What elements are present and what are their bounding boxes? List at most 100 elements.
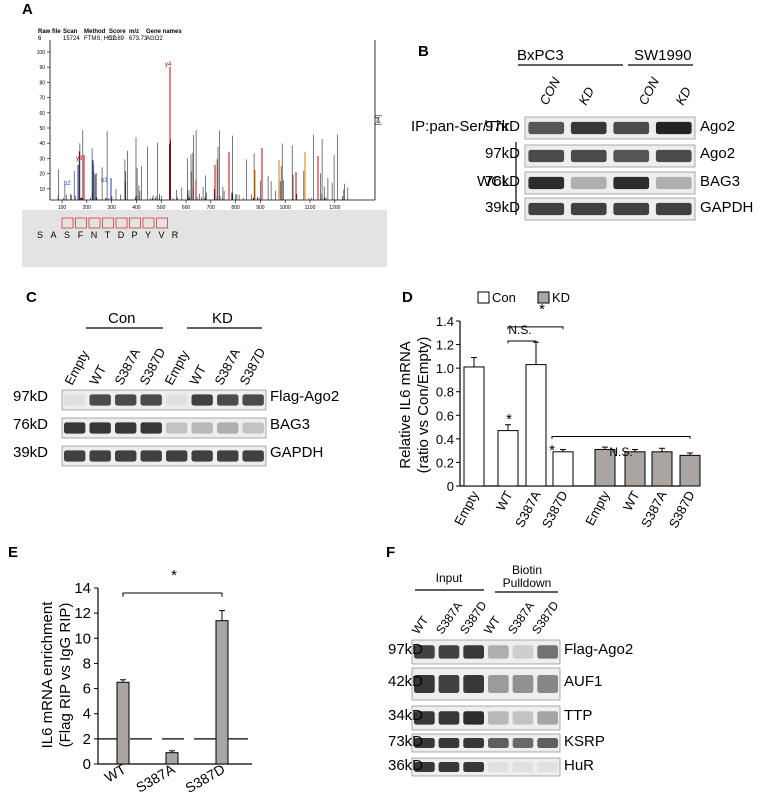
spectrum-y-tick: 80 <box>39 80 45 86</box>
blot-band <box>89 422 111 434</box>
chart-d-star-s387d: * <box>549 442 555 459</box>
blot-c-3 <box>61 445 267 467</box>
panel-c-label: C <box>26 289 37 306</box>
header-value-mz: 673.73 <box>129 36 148 42</box>
blot-band <box>242 450 264 462</box>
peptide-sequence-box <box>22 210 387 267</box>
blot-band <box>166 422 188 434</box>
lane-c: WT <box>86 362 109 387</box>
blots-b <box>524 116 696 221</box>
peptide-residue: Y <box>145 230 151 240</box>
blot-band <box>512 737 534 749</box>
spectrum-y-tick: 60 <box>39 111 45 117</box>
blot-band <box>438 737 460 749</box>
chart-e-ytick: 10 <box>74 630 91 647</box>
panel-f-label: F <box>386 544 395 561</box>
ion-label-y4: y4 <box>165 62 172 68</box>
chart-d-xtick: WT <box>620 488 643 513</box>
header-value-method: FTMS; HCD <box>84 36 117 42</box>
blot-band <box>528 202 565 216</box>
mw-f-1: 97kD <box>388 641 423 658</box>
blot-band <box>537 737 558 749</box>
spectrum-y-tick: 20 <box>39 172 45 178</box>
blot-f-3 <box>411 705 561 731</box>
mw-f-3: 34kD <box>388 707 423 724</box>
blot-band <box>463 645 484 659</box>
chart-e-bar <box>215 620 229 765</box>
blot-band <box>217 450 239 462</box>
blot-band <box>191 450 213 462</box>
chart-e-ytick: 6 <box>83 681 91 698</box>
protein-c-2: BAG3 <box>270 416 310 433</box>
header-label-score: Score <box>109 29 126 35</box>
blot-band <box>528 149 565 163</box>
header-value-score: 52.89 <box>109 36 125 42</box>
protein-f-3: TTP <box>564 707 592 724</box>
blot-band <box>463 711 484 725</box>
spectrum-x-tick: 800 <box>231 205 240 211</box>
ms-spectrum-axes <box>49 40 376 201</box>
spectrum-x-tick: 1200 <box>329 205 340 211</box>
blot-band <box>488 645 509 659</box>
blot-band <box>191 422 213 434</box>
spectrum-x-tick: 400 <box>132 205 141 211</box>
peptide-residue: D <box>118 230 125 240</box>
spectrum-x-tick: 1100 <box>305 205 316 211</box>
lane-b-1: CON <box>536 74 563 107</box>
spectrum-y-tick: 50 <box>39 126 45 132</box>
chart-e-ylabel-2: (Flag RIP vs IgG RIP) <box>57 603 74 748</box>
lane-f: WT <box>481 613 504 637</box>
ms-spectrum-peaks <box>57 67 349 200</box>
mw-f-2: 42kD <box>388 673 423 690</box>
protein-f-1: Flag-Ago2 <box>564 641 633 658</box>
ms-right-axis-label: [e4] <box>376 115 382 125</box>
peptide-residue: N <box>91 230 98 240</box>
blot-band <box>414 737 435 749</box>
chart-d-ytick: 0.2 <box>436 455 454 470</box>
chart-d-ns-right: N.S. <box>609 445 632 459</box>
ion-label-y3: y3 <box>76 156 83 162</box>
spectrum-y-tick: 70 <box>39 96 45 102</box>
blot-band <box>613 121 650 135</box>
spectrum-x-tick: 100 <box>58 205 67 211</box>
blot-band <box>89 450 111 462</box>
blot-b-4 <box>524 197 696 221</box>
chart-e-ytick: 4 <box>83 706 91 723</box>
blot-band <box>217 422 239 434</box>
blot-c-1 <box>61 389 267 411</box>
blot-band <box>537 761 558 773</box>
spectrum-y-tick: 30 <box>39 156 45 162</box>
chart-d-xtick: Empty <box>451 488 482 528</box>
peptide-residue: R <box>172 230 179 240</box>
blot-band <box>89 394 111 406</box>
mw-f-5: 36kD <box>388 757 423 774</box>
chart-d-sig-star-top: * <box>539 301 545 318</box>
mw-b-4: 39kD <box>485 199 520 216</box>
blot-band <box>414 711 435 725</box>
chart-d-ns-top: N.S. <box>508 323 531 337</box>
blots-c <box>61 389 267 467</box>
blot-band <box>613 202 650 216</box>
blot-band <box>655 121 692 135</box>
ms-spectrum-header: Raw file Scan Method Score m/z Gene name… <box>38 29 182 42</box>
cell-line-sw1990: SW1990 <box>634 47 692 64</box>
chart-d-bar <box>525 364 547 487</box>
blot-band <box>570 149 607 163</box>
blot-band <box>166 450 188 462</box>
blot-band <box>655 202 692 216</box>
protein-f-2: AUF1 <box>564 673 602 690</box>
chart-e-sig-star: * <box>171 567 177 584</box>
blot-b-3 <box>524 171 696 195</box>
blot-band <box>115 394 137 406</box>
blot-band <box>438 645 460 659</box>
blot-band <box>115 450 137 462</box>
group-f-input: Input <box>436 571 463 585</box>
blot-band <box>570 176 607 190</box>
blot-band <box>64 394 86 406</box>
blot-band <box>570 202 607 216</box>
chart-e-xtick: S387A <box>133 760 178 795</box>
spectrum-x-tick: 900 <box>256 205 265 211</box>
chart-d-ytick: 1.0 <box>436 361 454 376</box>
chart-e-bar <box>116 681 130 765</box>
chart-d-ytick: 0 <box>447 479 454 494</box>
